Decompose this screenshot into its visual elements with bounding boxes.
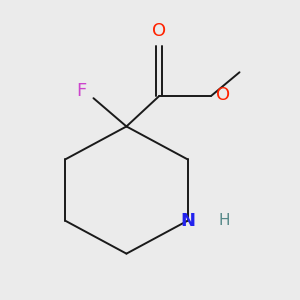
Text: N: N	[180, 212, 195, 230]
Text: O: O	[216, 85, 230, 103]
Text: F: F	[76, 82, 86, 100]
Text: H: H	[218, 213, 230, 228]
Text: O: O	[152, 22, 167, 40]
